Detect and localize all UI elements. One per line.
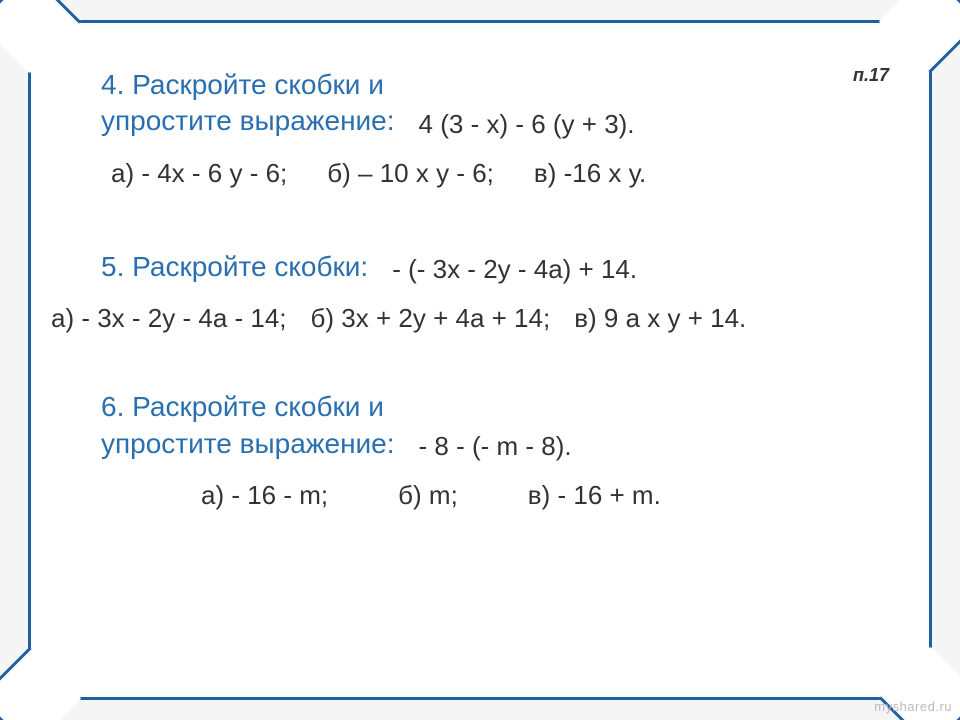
q5-title: 5. Раскройте скобки: (101, 249, 368, 285)
question-6: 6. Раскройте скобки и упростите выражени… (81, 389, 901, 511)
q6-answer-a: а) - 16 - m; (201, 480, 328, 511)
q5-answer-b: б) 3х + 2у + 4а + 14; (311, 303, 551, 334)
q5-answers: а) - 3х - 2у - 4а - 14; б) 3х + 2у + 4а … (51, 303, 901, 334)
q4-title-line1: 4. Раскройте скобки и (101, 67, 901, 103)
q6-expression: - 8 - (- m - 8). (419, 431, 572, 462)
q4-answers: а) - 4х - 6 у - 6; б) – 10 х у - 6; в) -… (111, 158, 901, 189)
q6-answers: а) - 16 - m; б) m; в) - 16 + m. (201, 480, 901, 511)
corner-decoration (879, 0, 960, 73)
q5-expression: - (- 3х - 2у - 4а) + 14. (392, 254, 637, 285)
frame: п.17 4. Раскройте скобки и упростите выр… (28, 20, 932, 700)
content-area: 4. Раскройте скобки и упростите выражени… (81, 67, 901, 511)
q5-answer-a: а) - 3х - 2у - 4а - 14; (51, 303, 287, 334)
corner-decoration (0, 647, 81, 720)
q4-title-line2: упростите выражение: (101, 103, 395, 139)
q6-title-line2: упростите выражение: (101, 426, 395, 462)
q6-title-line1: 6. Раскройте скобки и (101, 389, 901, 425)
q5-answer-c: в) 9 а х у + 14. (574, 303, 746, 334)
slide-container: п.17 4. Раскройте скобки и упростите выр… (0, 0, 960, 720)
corner-decoration (0, 0, 81, 73)
q4-answer-b: б) – 10 х у - 6; (327, 158, 494, 189)
q4-answer-a: а) - 4х - 6 у - 6; (111, 158, 287, 189)
q6-answer-c: в) - 16 + m. (528, 480, 661, 511)
q6-answer-b: б) m; (398, 480, 458, 511)
question-4: 4. Раскройте скобки и упростите выражени… (81, 67, 901, 189)
footer-logo: myshared.ru (874, 699, 952, 714)
q4-expression: 4 (3 - х) - 6 (у + 3). (419, 109, 635, 140)
question-5: 5. Раскройте скобки: - (- 3х - 2у - 4а) … (81, 249, 901, 334)
q4-answer-c: в) -16 х у. (534, 158, 646, 189)
